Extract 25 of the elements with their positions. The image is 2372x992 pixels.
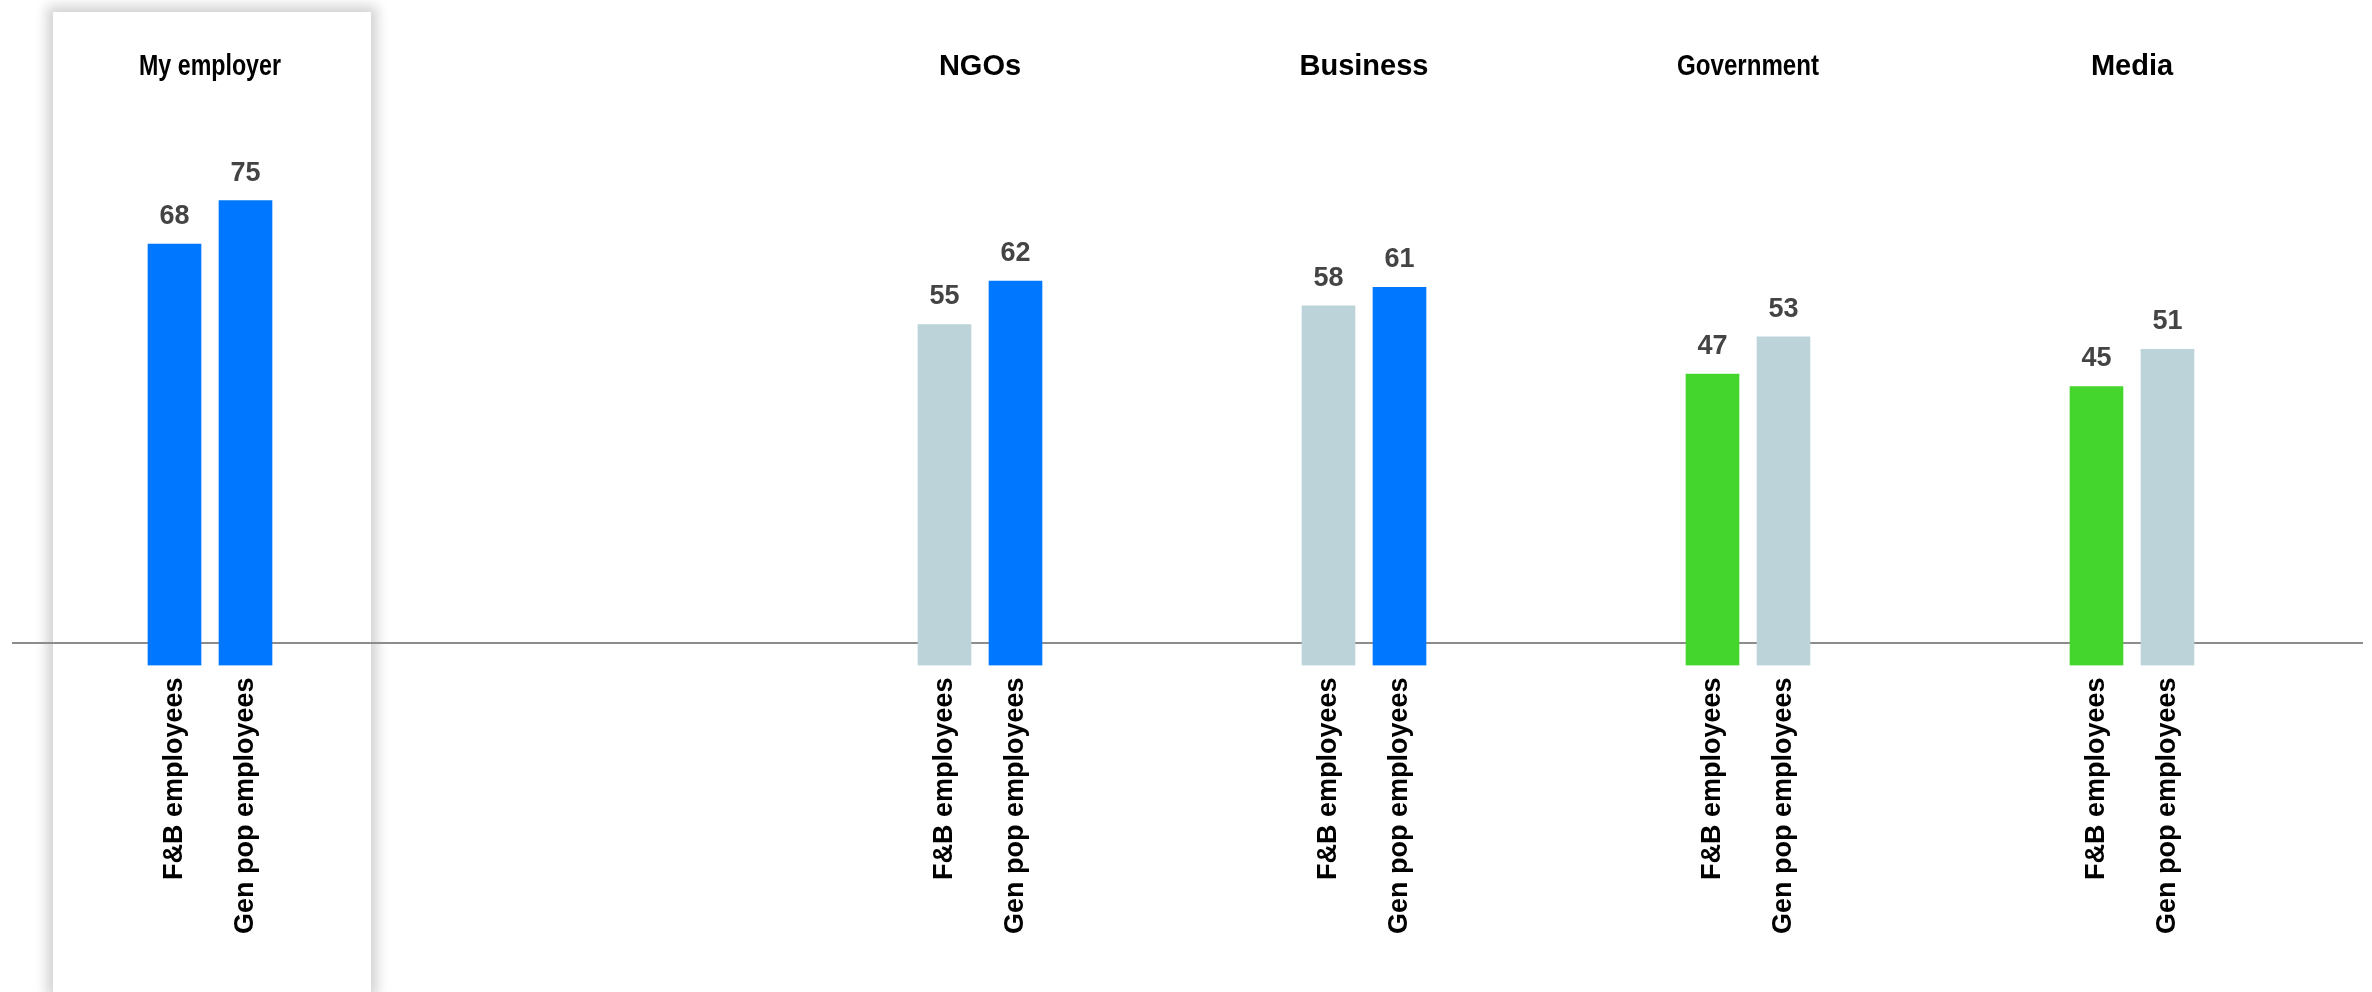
x-tick-label: F&B employees (2079, 677, 2110, 881)
data-label: 61 (1384, 243, 1415, 274)
x-tick-label: Gen pop employees (228, 677, 259, 935)
data-label: 51 (2152, 305, 2183, 336)
data-label: 68 (159, 199, 190, 230)
x-tick-label: Gen pop employees (1382, 677, 1413, 935)
x-tick-label: F&B employees (927, 677, 958, 881)
chart-title: NGOs (938, 49, 1022, 82)
x-tick-label: Gen pop employees (1766, 677, 1797, 935)
chart-title: Government (1677, 49, 1820, 82)
chart-title: Media (2090, 49, 2174, 82)
data-label: 75 (230, 156, 261, 187)
x-tick-label: F&B employees (1311, 677, 1342, 881)
data-label: 58 (1313, 261, 1344, 292)
chart-title: Business (1299, 49, 1429, 82)
data-label: 47 (1697, 330, 1728, 361)
data-label: 62 (1000, 237, 1031, 268)
x-tick-label: Gen pop employees (998, 677, 1029, 935)
x-tick-label: Gen pop employees (2150, 677, 2181, 935)
data-label: 53 (1768, 292, 1799, 323)
data-label: 45 (2081, 342, 2112, 373)
x-tick-label: F&B employees (157, 677, 188, 881)
x-tick-label: F&B employees (1695, 677, 1726, 881)
chart-title: My employer (139, 48, 281, 83)
data-label: 55 (929, 280, 960, 311)
